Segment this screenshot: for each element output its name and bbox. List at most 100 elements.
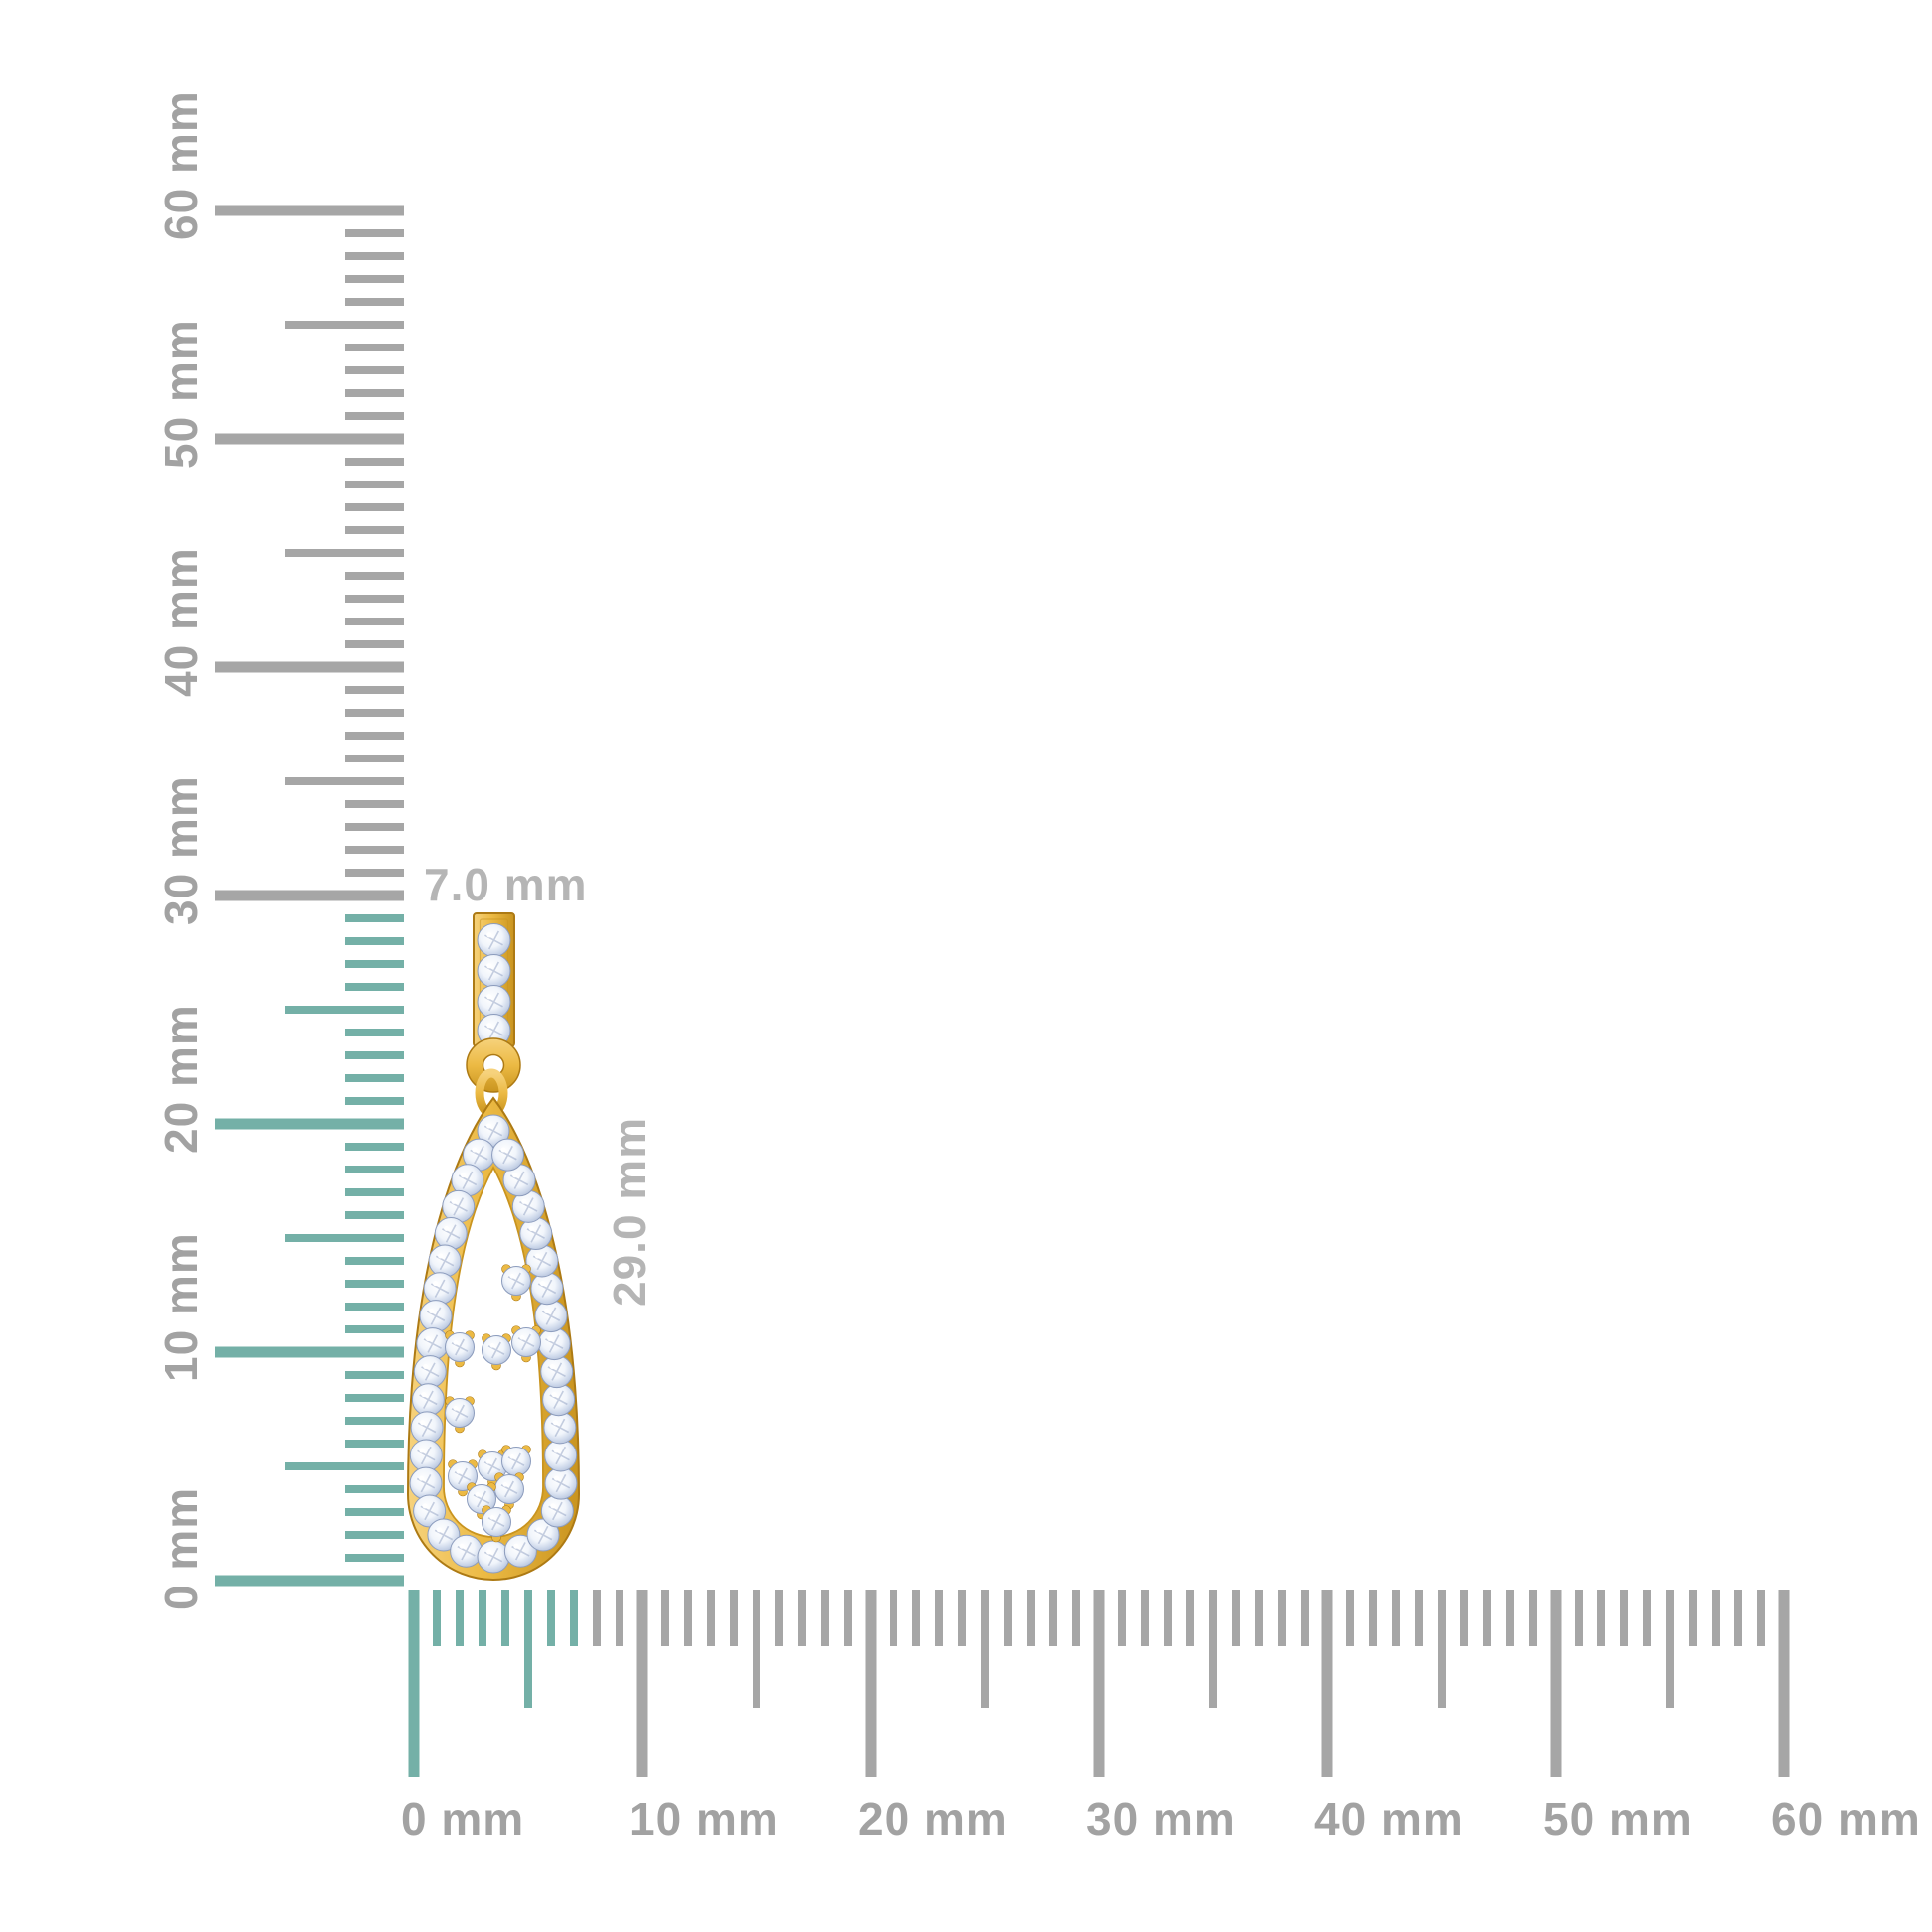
- h-ruler-tick: [616, 1590, 623, 1646]
- diamond-glint: [472, 1147, 478, 1153]
- v-ruler-tick: [345, 1325, 404, 1333]
- v-ruler-tick: [345, 275, 404, 283]
- h-ruler-label: 10 mm: [629, 1793, 779, 1845]
- diamond-glint: [486, 994, 492, 1000]
- diamond-glint: [459, 1543, 465, 1549]
- v-ruler-tick: [345, 412, 404, 420]
- h-ruler-tick: [1004, 1590, 1012, 1646]
- h-ruler-tick: [1278, 1590, 1286, 1646]
- v-ruler-label: 60 mm: [155, 90, 207, 240]
- v-ruler-tick: [345, 1303, 404, 1311]
- diamond-glint: [453, 1406, 459, 1411]
- v-ruler-tick: [345, 1485, 404, 1493]
- h-ruler-tick: [479, 1590, 486, 1646]
- v-ruler-tick: [345, 1417, 404, 1425]
- v-ruler-tick: [345, 298, 404, 306]
- v-ruler-tick: [345, 1371, 404, 1379]
- diamond-glint: [486, 1023, 492, 1029]
- v-ruler-tick: [285, 1234, 404, 1242]
- diamond-glint: [549, 1363, 555, 1370]
- v-ruler-tick: [345, 1280, 404, 1288]
- h-ruler-tick: [821, 1590, 829, 1646]
- v-ruler-tick: [345, 800, 404, 808]
- vertical-ruler: 0 mm 10 mm 20 mm 30 mm 40 mm 50 mm 60 mm: [155, 90, 404, 1610]
- v-ruler-tick: [345, 1051, 404, 1059]
- h-ruler-tick: [1209, 1590, 1217, 1708]
- h-ruler-tick: [1141, 1590, 1149, 1646]
- h-ruler-tick: [1027, 1590, 1035, 1646]
- h-ruler-tick: [1529, 1590, 1537, 1646]
- h-ruler-tick: [1483, 1590, 1491, 1646]
- diamond-glint: [534, 1253, 541, 1259]
- h-ruler-tick: [1438, 1590, 1446, 1708]
- h-ruler-tick: [912, 1590, 920, 1646]
- h-ruler-tick: [1550, 1590, 1562, 1777]
- v-ruler-tick: [215, 205, 404, 216]
- h-ruler-tick: [1575, 1590, 1583, 1646]
- v-ruler-tick: [345, 366, 404, 374]
- h-ruler-tick: [1301, 1590, 1309, 1646]
- h-ruler-tick: [636, 1590, 648, 1777]
- diamond-glint: [451, 1198, 457, 1204]
- v-ruler-tick: [345, 595, 404, 603]
- diamond-glint: [513, 1543, 519, 1549]
- diamond-glint: [502, 1482, 508, 1487]
- h-ruler-tick: [1734, 1590, 1742, 1646]
- h-ruler-tick: [661, 1590, 669, 1646]
- height-dimension-label: 29.0 mm: [604, 1117, 655, 1307]
- v-ruler-tick: [345, 914, 404, 922]
- h-ruler-tick: [958, 1590, 966, 1646]
- diamond-glint: [453, 1340, 459, 1345]
- h-ruler-tick: [1597, 1590, 1605, 1646]
- h-ruler-tick: [775, 1590, 783, 1646]
- v-ruler-tick: [345, 1508, 404, 1516]
- v-ruler-tick: [345, 732, 404, 740]
- h-ruler-tick: [684, 1590, 692, 1646]
- v-ruler-tick: [345, 755, 404, 762]
- v-ruler-tick: [215, 1118, 404, 1130]
- h-ruler-tick: [1757, 1590, 1765, 1646]
- v-ruler-tick: [345, 1394, 404, 1402]
- h-ruler-tick: [408, 1590, 420, 1777]
- h-ruler-tick: [1093, 1590, 1105, 1777]
- h-ruler-tick: [1321, 1590, 1333, 1777]
- diamond-glint: [512, 1173, 518, 1178]
- v-ruler-tick: [285, 1006, 404, 1014]
- v-ruler-tick: [345, 983, 404, 991]
- diamond-glint: [485, 1549, 492, 1555]
- h-ruler-tick: [501, 1590, 509, 1646]
- diamond-glint: [550, 1503, 556, 1509]
- v-ruler-tick: [285, 549, 404, 557]
- v-ruler-tick: [345, 1531, 404, 1539]
- diamond-glint: [553, 1475, 560, 1481]
- diamond-glint: [475, 1492, 481, 1497]
- v-ruler-tick: [285, 321, 404, 329]
- v-ruler-label: 50 mm: [155, 319, 207, 469]
- v-ruler-tick: [345, 1029, 404, 1036]
- diamond-glint: [547, 1335, 553, 1342]
- diamond-glint: [489, 1343, 495, 1348]
- diamond-glint: [444, 1225, 450, 1231]
- diamond-glint: [419, 1448, 425, 1453]
- diamond-glint: [500, 1147, 506, 1153]
- diamond-glint: [485, 1123, 492, 1129]
- h-ruler-tick: [865, 1590, 877, 1777]
- h-ruler-tick: [935, 1590, 943, 1646]
- v-ruler-tick: [345, 503, 404, 511]
- v-ruler-tick: [215, 661, 404, 673]
- v-ruler-tick: [345, 481, 404, 488]
- h-ruler-tick: [1643, 1590, 1651, 1646]
- diamond-glint: [425, 1335, 431, 1342]
- h-ruler-tick: [1712, 1590, 1720, 1646]
- diamond-glint: [433, 1281, 439, 1287]
- h-ruler-tick: [1415, 1590, 1423, 1646]
- v-ruler-tick: [345, 1257, 404, 1265]
- diamond-glint: [528, 1225, 534, 1231]
- diamond-glint: [489, 1515, 495, 1520]
- diamond-glint: [519, 1335, 525, 1340]
- h-ruler-tick: [798, 1590, 806, 1646]
- h-ruler-tick: [1620, 1590, 1628, 1646]
- v-ruler-tick: [345, 869, 404, 877]
- h-ruler-tick: [981, 1590, 989, 1708]
- h-ruler-tick: [524, 1590, 532, 1708]
